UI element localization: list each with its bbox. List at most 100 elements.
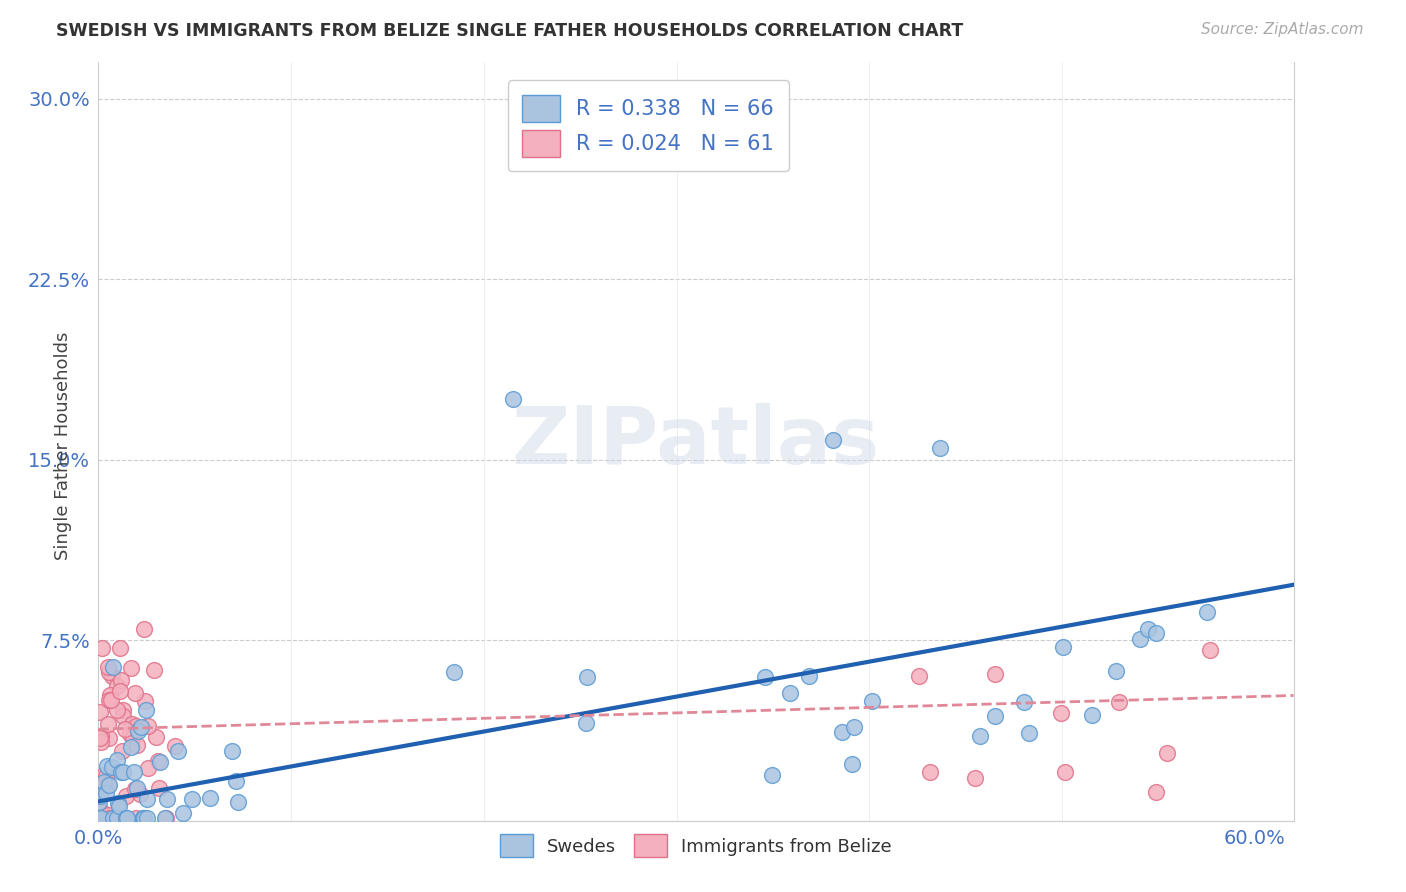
Point xyxy=(111,744,134,758)
Point xyxy=(145,730,167,744)
Point xyxy=(90,804,112,818)
Point xyxy=(115,811,138,825)
Point xyxy=(129,787,152,801)
Point xyxy=(90,735,112,749)
Point xyxy=(1195,605,1218,619)
Point xyxy=(122,765,145,780)
Point xyxy=(841,756,863,771)
Point xyxy=(136,719,159,733)
Point xyxy=(799,669,821,683)
Point xyxy=(93,775,115,789)
Point xyxy=(166,744,188,758)
Point xyxy=(108,640,131,655)
Point xyxy=(98,779,121,793)
Point xyxy=(920,764,942,779)
Text: Source: ZipAtlas.com: Source: ZipAtlas.com xyxy=(1201,22,1364,37)
Point xyxy=(1108,695,1130,709)
Point xyxy=(87,795,110,809)
Point xyxy=(105,679,128,693)
Point xyxy=(103,660,125,674)
Point xyxy=(97,777,120,791)
Point xyxy=(135,792,157,806)
Point xyxy=(1054,765,1077,780)
Point xyxy=(1129,632,1152,647)
Point xyxy=(136,761,159,775)
Point xyxy=(91,640,114,655)
Point xyxy=(94,786,117,800)
Point xyxy=(107,799,129,814)
Point xyxy=(546,128,568,142)
Point xyxy=(96,759,118,773)
Point xyxy=(121,716,143,731)
Point xyxy=(135,811,157,825)
Point xyxy=(90,729,112,743)
Point xyxy=(120,661,142,675)
Legend: Swedes, Immigrants from Belize: Swedes, Immigrants from Belize xyxy=(494,827,898,864)
Point xyxy=(172,806,194,821)
Point xyxy=(87,811,110,825)
Point xyxy=(831,724,853,739)
Point xyxy=(127,724,149,739)
Point xyxy=(127,781,149,796)
Point xyxy=(576,670,599,684)
Text: Single Father Households: Single Father Households xyxy=(55,332,72,560)
Text: ZIPatlas: ZIPatlas xyxy=(512,402,880,481)
Point xyxy=(132,811,155,825)
Point xyxy=(124,686,146,700)
Point xyxy=(101,668,124,682)
Point xyxy=(115,789,138,803)
Point xyxy=(97,660,120,674)
Point xyxy=(112,764,135,779)
Point xyxy=(502,392,524,407)
Point xyxy=(98,688,121,702)
Point xyxy=(969,730,991,744)
Point xyxy=(1080,708,1102,723)
Point xyxy=(146,754,169,768)
Point xyxy=(221,744,243,758)
Point xyxy=(1144,626,1167,640)
Point xyxy=(134,694,156,708)
Point xyxy=(127,739,149,753)
Point xyxy=(124,811,146,825)
Point xyxy=(132,811,155,825)
Point xyxy=(821,434,844,448)
Point xyxy=(100,693,122,707)
Point xyxy=(107,796,129,810)
Point xyxy=(155,811,177,825)
Point xyxy=(89,731,111,745)
Point xyxy=(142,663,165,677)
Point xyxy=(983,709,1005,723)
Point xyxy=(125,719,148,733)
Point xyxy=(984,667,1007,681)
Point xyxy=(165,739,187,753)
Point xyxy=(107,811,129,825)
Point xyxy=(1199,642,1222,657)
Point xyxy=(101,760,124,774)
Point xyxy=(111,708,134,723)
Point xyxy=(1012,694,1035,708)
Point xyxy=(121,730,143,744)
Point xyxy=(97,807,120,822)
Point xyxy=(89,789,111,803)
Point xyxy=(149,755,172,769)
Point xyxy=(860,694,883,708)
Point xyxy=(105,703,128,717)
Point xyxy=(1144,785,1167,799)
Point xyxy=(98,811,121,825)
Point xyxy=(761,768,783,782)
Point xyxy=(89,706,111,720)
Point xyxy=(108,684,131,698)
Point xyxy=(226,795,249,809)
Point xyxy=(114,722,136,736)
Point xyxy=(120,739,142,754)
Point xyxy=(1018,726,1040,740)
Point xyxy=(110,764,132,779)
Point xyxy=(1052,640,1074,654)
Point xyxy=(148,781,170,796)
Point xyxy=(132,622,155,636)
Point xyxy=(1049,706,1071,720)
Point xyxy=(963,771,986,785)
Text: SWEDISH VS IMMIGRANTS FROM BELIZE SINGLE FATHER HOUSEHOLDS CORRELATION CHART: SWEDISH VS IMMIGRANTS FROM BELIZE SINGLE… xyxy=(56,22,963,40)
Point xyxy=(132,811,155,825)
Point xyxy=(928,441,950,455)
